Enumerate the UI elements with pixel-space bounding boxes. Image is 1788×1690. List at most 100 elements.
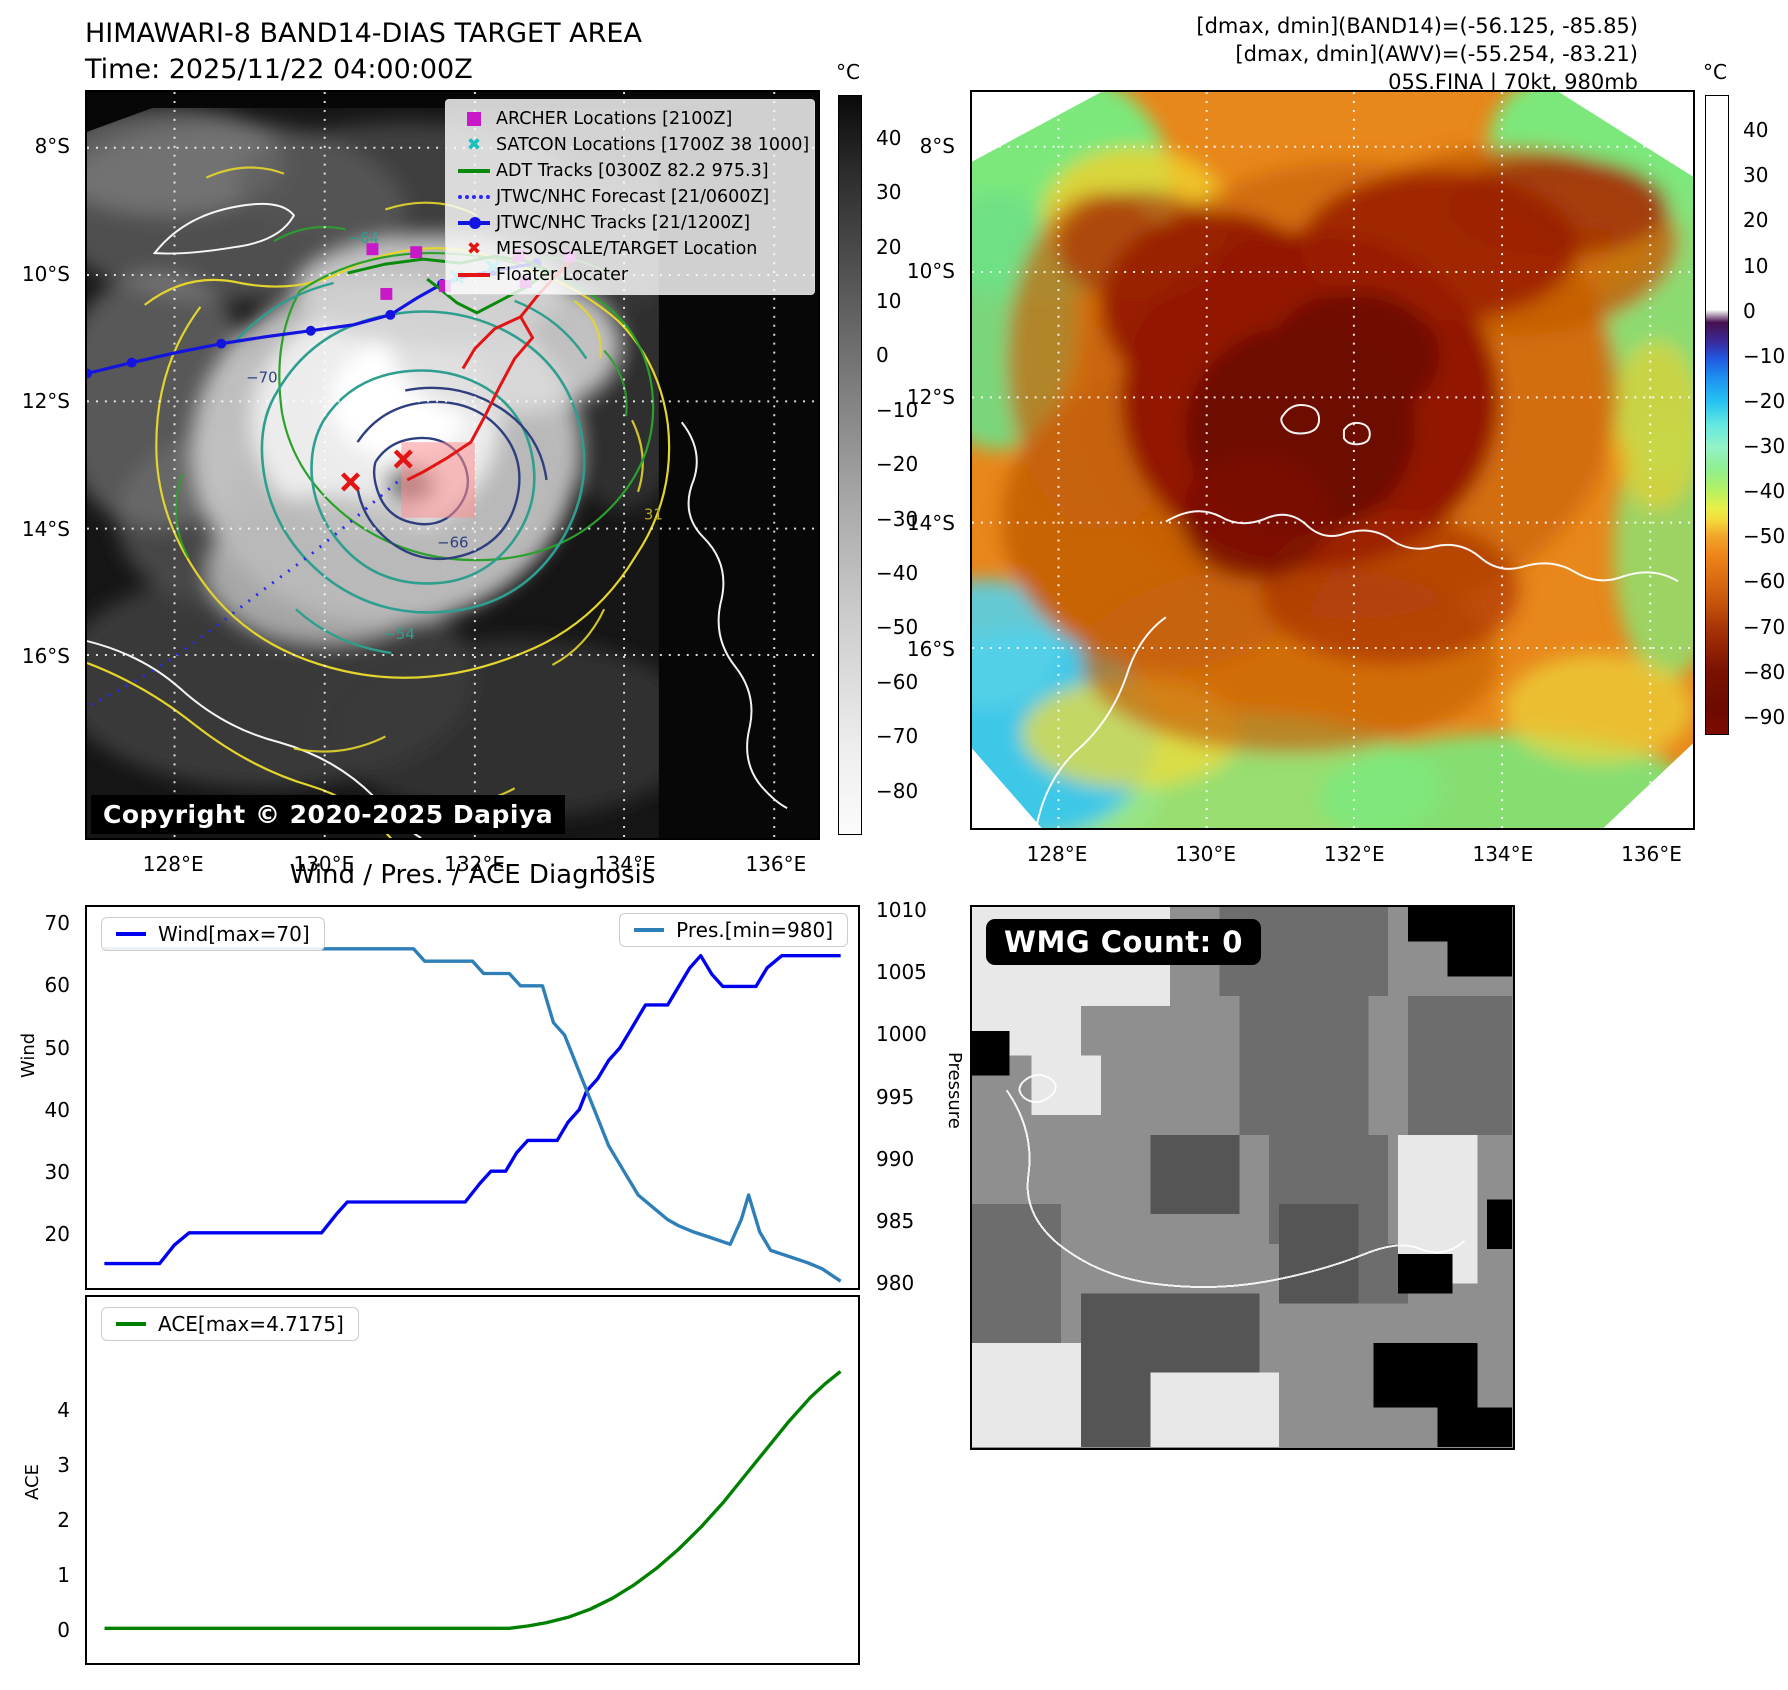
legend-item: JTWC/NHC Tracks [21/1200Z]: [452, 210, 806, 236]
legend-item: Floater Locater: [452, 262, 806, 288]
ace-tick: 0: [57, 1617, 70, 1642]
colorbar-tick: −10: [876, 397, 919, 422]
legend-item: JTWC/NHC Forecast [21/0600Z]: [452, 184, 806, 210]
wmg-panel[interactable]: WMG Count: 0: [970, 905, 1515, 1450]
colorbar-tick: 30: [876, 180, 902, 205]
colorbar-a: [838, 95, 862, 835]
wind-tick: 60: [44, 973, 70, 998]
pressure-legend: Pres.[min=980]: [619, 913, 848, 947]
band14-map[interactable]: −64 −70 −54 −66 31 ARCHER Locations [2100Z] ✖…: [85, 90, 820, 840]
pressure-tick: 1005: [876, 960, 927, 985]
band14-range: [dmax, dmin](BAND14)=(-56.125, -85.85): [1196, 14, 1638, 38]
pressure-swatch: [634, 928, 665, 932]
colorbar-tick: −50: [876, 615, 919, 640]
ace-axis-ticks: 4 3 2 1 0: [0, 1295, 78, 1665]
colorbar-tick: 0: [876, 343, 889, 368]
wind-legend-label: Wind[max=70]: [158, 922, 310, 946]
wind-pressure-chart[interactable]: Wind[max=70] Pres.[min=980]: [85, 905, 860, 1290]
longitude-tick: 136°E: [1621, 842, 1682, 866]
coastline: [1035, 404, 1679, 827]
enhanced-ir-map[interactable]: [970, 90, 1695, 830]
longitude-tick: 130°E: [293, 852, 355, 876]
contour-label: −54: [383, 625, 414, 643]
pressure-axis-ticks: 1010 1005 1000 995 990 985 980: [868, 898, 948, 1295]
ace-plot: [104, 1370, 842, 1630]
latitude-tick: 10°S: [21, 261, 70, 286]
colorbar-tick: −90: [1743, 704, 1786, 729]
colorbar-tick: 10: [1743, 253, 1769, 278]
latitude-tick: 16°S: [21, 644, 70, 669]
colorbar-tick: −20: [1743, 388, 1786, 413]
enhanced-ir-imagery: [972, 92, 1693, 828]
longitude-tick: 132°E: [444, 852, 505, 876]
ace-legend-label: ACE[max=4.7175]: [158, 1312, 344, 1336]
colorbar-tick: −20: [876, 452, 919, 477]
longitude-tick: 134°E: [594, 852, 656, 876]
colorbar-tick: −10: [1743, 343, 1786, 368]
legend-marker-square-icon: [452, 112, 496, 126]
panel-a-title: HIMAWARI-8 BAND14-DIAS TARGET AREA Time:…: [85, 16, 642, 88]
colorbar-tick: 0: [1743, 298, 1756, 323]
pressure-legend-label: Pres.[min=980]: [676, 918, 833, 942]
wmg-mesh: [972, 907, 1512, 1447]
legend-marker-line-icon: [452, 169, 496, 173]
map-a-latitude-axis: 8°S 10°S 12°S 14°S 16°S: [0, 90, 78, 840]
legend-label: JTWC/NHC Tracks [21/1200Z]: [496, 213, 751, 233]
awv-range: [dmax, dmin](AWV)=(-55.254, -83.21): [1235, 42, 1638, 66]
ace-axis-label: ACE: [22, 1464, 43, 1500]
contour-value-labels: −64 −70 −54 −66 31: [246, 229, 663, 643]
legend-label: MESOSCALE/TARGET Location: [496, 239, 758, 259]
map-a-longitude-axis: 128°E 130°E 132°E 134°E 136°E: [85, 846, 820, 876]
wind-pressure-plot: [104, 947, 842, 1283]
contour-label: −70: [246, 368, 277, 386]
latitude-tick: 14°S: [906, 510, 955, 535]
ace-tick: 1: [57, 1562, 70, 1587]
colorbar-b-unit: °C: [1703, 60, 1727, 84]
legend-marker-dotted-icon: [452, 195, 496, 199]
copyright-badge: Copyright © 2020-2025 Dapiya: [91, 795, 566, 834]
colorbar-a-unit: °C: [836, 60, 860, 84]
ace-tick: 3: [57, 1452, 70, 1477]
colorbar-tick: −80: [876, 778, 919, 803]
colorbar-tick: −60: [876, 669, 919, 694]
colorbar-b-ticks: 40 30 20 10 0 −10 −20 −30 −40 −50 −60 −70 −80 −90: [1735, 95, 1788, 735]
legend-marker-x-icon: ✖: [466, 134, 482, 155]
wind-axis-label: Wind: [18, 1032, 39, 1078]
wind-tick: 70: [44, 911, 70, 936]
colorbar-tick: −70: [1743, 614, 1786, 639]
colorbar-b: [1705, 95, 1729, 735]
map-title: HIMAWARI-8 BAND14-DIAS TARGET AREA: [85, 18, 642, 49]
wmg-count-badge: WMG Count: 0: [986, 919, 1261, 965]
map-b-latitude-axis: 8°S 10°S 12°S 14°S 16°S: [885, 90, 963, 830]
colorbar-tick: −60: [1743, 569, 1786, 594]
latitude-tick: 8°S: [34, 134, 70, 159]
longitude-tick: 136°E: [745, 852, 807, 876]
latitude-tick: 12°S: [906, 385, 955, 410]
contour-label: −66: [437, 534, 468, 552]
pressure-tick: 985: [876, 1208, 915, 1233]
ace-swatch: [116, 1322, 146, 1326]
latitude-tick: 8°S: [919, 133, 955, 158]
legend-marker-line-icon: [452, 273, 496, 277]
mesoscale-target-markers: [341, 449, 413, 492]
longitude-tick: 128°E: [142, 852, 204, 876]
grid-lines: [972, 92, 1693, 828]
mesh-black: [972, 907, 1512, 1447]
legend-label: ARCHER Locations [2100Z]: [496, 109, 733, 129]
longitude-tick: 130°E: [1175, 842, 1237, 866]
legend-item: ADT Tracks [0300Z 82.2 975.3]: [452, 158, 806, 184]
legend-item: ARCHER Locations [2100Z]: [452, 106, 806, 132]
ace-chart[interactable]: ACE[max=4.7175]: [85, 1295, 860, 1665]
pressure-tick: 980: [876, 1271, 915, 1296]
panel-b-header: [dmax, dmin](BAND14)=(-56.125, -85.85) […: [1196, 12, 1638, 96]
pressure-tick: 1000: [876, 1022, 927, 1047]
wind-swatch: [116, 932, 146, 936]
wind-tick: 40: [44, 1097, 70, 1122]
legend-label: SATCON Locations [1700Z 38 1000]: [496, 135, 810, 155]
legend-label: Floater Locater: [496, 265, 629, 285]
legend-label: ADT Tracks [0300Z 82.2 975.3]: [496, 161, 769, 181]
colorbar-tick: −80: [1743, 659, 1786, 684]
colorbar-tick: 30: [1743, 163, 1769, 188]
legend-item: ✖ SATCON Locations [1700Z 38 1000]: [452, 132, 810, 158]
